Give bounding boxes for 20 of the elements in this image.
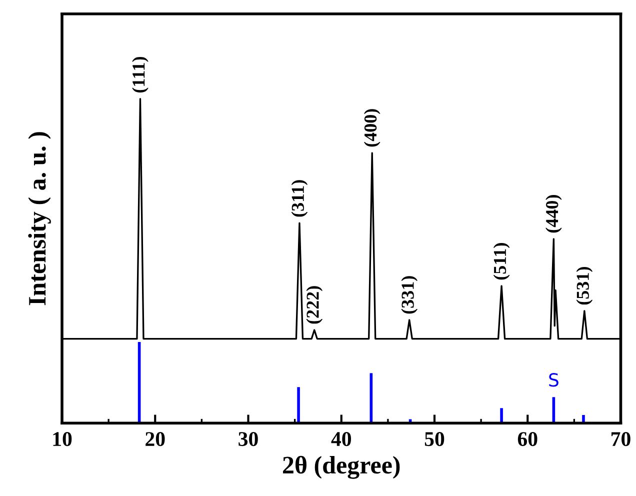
x-tick-label: 30 [238, 432, 258, 446]
y-axis-title: Intensity ( a. u. ) [28, 132, 51, 306]
x-tick-label: 60 [518, 432, 538, 446]
x-tick-label: 40 [331, 432, 351, 446]
annotation: (440) [546, 195, 562, 233]
annotation: (111) [132, 56, 148, 92]
bar [500, 408, 503, 424]
x-tick-label: 70 [612, 432, 630, 446]
annotation: (531) [576, 267, 593, 305]
annotation: (331) [401, 276, 418, 314]
x-tick-label: 20 [146, 432, 165, 446]
annotation: (311) [291, 180, 308, 217]
x-tick-label: 10 [53, 432, 72, 446]
bar [297, 387, 300, 424]
annotation: S [549, 373, 558, 387]
x-tick-label: 50 [424, 432, 444, 446]
annotation: (511) [493, 243, 510, 280]
x-axis-title: 2θ (degree) [283, 456, 400, 479]
annotation: (222) [306, 286, 323, 324]
annotation: (400) [364, 109, 380, 147]
